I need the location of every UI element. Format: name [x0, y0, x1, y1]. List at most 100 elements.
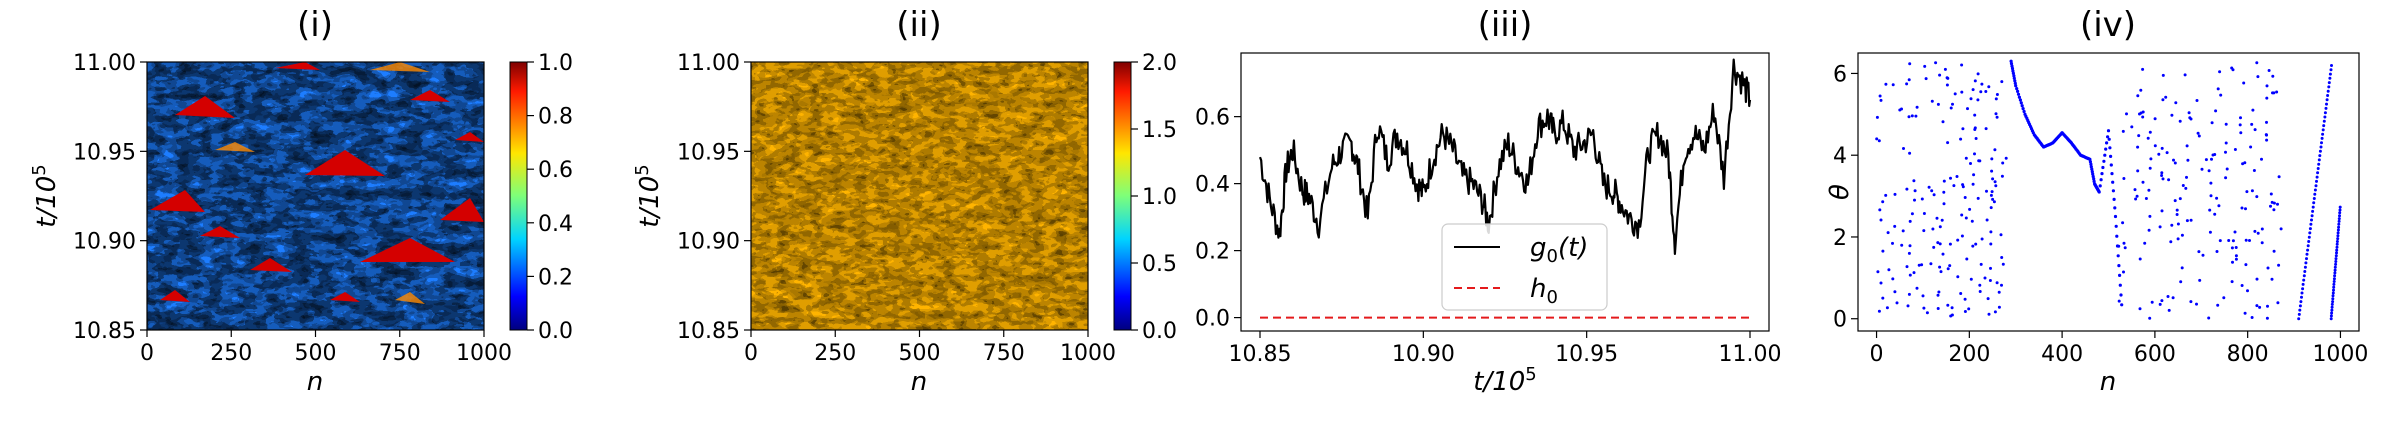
scatter-point [2098, 184, 2102, 188]
scatter-point [2306, 248, 2310, 252]
scatter-point [1987, 312, 1991, 316]
scatter-point [1963, 196, 1967, 199]
scatter-point [1908, 219, 1912, 223]
y-tick-label: 0 [1833, 308, 1847, 333]
scatter-point [2255, 195, 2259, 199]
scatter-point [2241, 162, 2245, 166]
legend-item-g0: g0(t) [1530, 233, 1588, 267]
x-ticks-i: 0 250 500 750 1000 [140, 330, 512, 366]
x-tick-label: 500 [295, 341, 337, 366]
scatter-point [1938, 242, 1942, 246]
scatter-point [2272, 201, 2276, 205]
scatter-point [2255, 277, 2259, 281]
scatter-point [1895, 301, 1899, 305]
scatter-point [1997, 290, 2001, 294]
red-structures-i [150, 62, 484, 302]
scatter-point [2189, 117, 2193, 121]
scatter-point [1965, 257, 1969, 261]
scatter-point [2258, 305, 2262, 309]
scatter-point [2114, 224, 2118, 228]
scatter-point [2304, 261, 2308, 265]
scatter-point [2147, 188, 2151, 192]
scatter-point [2178, 197, 2182, 201]
scatter-point [2167, 178, 2171, 182]
scatter-point [2010, 64, 2014, 68]
scatter-point [1927, 185, 1931, 189]
scatter-point [2109, 163, 2113, 167]
x-tick-label: 750 [983, 341, 1025, 366]
scatter-point [2239, 116, 2242, 120]
scatter-point [1956, 238, 1960, 242]
scatter-point [2017, 95, 2021, 99]
scatter-point [2335, 240, 2339, 243]
scatter-point [1924, 77, 1928, 81]
scatter-point [2089, 165, 2093, 169]
scatter-point [2160, 299, 2164, 303]
scatter-point [1938, 73, 1942, 77]
x-tick-label: 0 [1870, 342, 1884, 367]
scatter-point [2330, 302, 2334, 306]
scatter-point [2336, 228, 2340, 232]
scatter-point [1893, 224, 1897, 228]
scatter-point [1968, 207, 1972, 211]
scatter-point [2230, 66, 2234, 70]
scatter-point [1925, 311, 1929, 315]
scatter-point [2181, 184, 2185, 187]
scatter-point [1920, 197, 1924, 201]
scatter-point [2215, 250, 2219, 253]
scatter-point [2004, 156, 2008, 160]
heatmap-i [147, 62, 484, 330]
scatter-point [2231, 260, 2234, 264]
scatter-point [1992, 200, 1996, 204]
scatter-point [2317, 158, 2321, 162]
xlabel-ii: n [911, 367, 927, 397]
scatter-point [1935, 216, 1939, 220]
scatter-point [1910, 114, 1914, 118]
scatter-point [2117, 299, 2121, 303]
scatter-point [1959, 292, 1963, 295]
scatter-point [2324, 106, 2328, 110]
scatter-point [2250, 316, 2254, 319]
scatter-point [1938, 225, 1942, 229]
scatter-point [2121, 221, 2125, 225]
scatter-point [2185, 219, 2189, 223]
y-tick-label: 0.0 [538, 319, 573, 344]
scatter-point [2218, 239, 2222, 243]
scatter-point [2108, 146, 2112, 150]
scatter-point [2179, 280, 2183, 284]
scatter-point [2011, 71, 2015, 75]
scatter-point [2111, 180, 2115, 184]
scatter-point [2335, 251, 2338, 255]
x-ticks-iv: 0 200 400 600 800 1000 [1870, 331, 2368, 367]
scatter-point [2015, 87, 2019, 91]
scatter-point [2183, 73, 2187, 77]
x-tick-label: 1000 [2312, 342, 2368, 367]
scatter-point [2210, 121, 2214, 125]
x-tick-label: 1000 [1060, 341, 1116, 366]
scatter-point [2272, 91, 2276, 95]
scatter-point [1953, 92, 1957, 96]
scatter-point [2335, 245, 2339, 249]
panel-ii: (ii) 0 250 500 750 1000 10.85 10.90 10.95 11.00… [632, 5, 1177, 397]
scatter-point [1952, 184, 1956, 188]
scatter-point [1960, 63, 1964, 67]
scatter-point [1969, 97, 1973, 101]
scatter-point [2331, 300, 2335, 304]
scatter-point [2016, 89, 2020, 93]
scatter-point [2137, 134, 2141, 138]
scatter-point [2252, 169, 2256, 172]
scatter-point [2256, 75, 2260, 79]
scatter-point [2111, 189, 2115, 193]
scatter-point [1943, 67, 1947, 71]
scatter-point [2335, 248, 2339, 252]
scatter-point [1978, 283, 1982, 287]
scatter-point [2121, 129, 2125, 133]
scatter-point [2218, 70, 2222, 74]
scatter-point [1973, 126, 1977, 130]
scatter-point [2141, 67, 2145, 71]
scatter-point [2109, 154, 2113, 158]
scatter-point [1902, 147, 1905, 150]
scatter-point [2266, 304, 2269, 308]
x-tick-label: 250 [210, 341, 252, 366]
scatter-point [2160, 174, 2164, 177]
